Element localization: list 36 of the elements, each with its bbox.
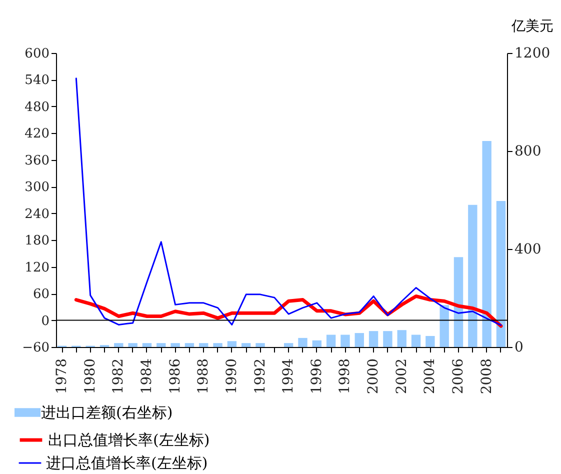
x-tick-label: 1986 <box>167 358 184 394</box>
x-tick-label: 1978 <box>54 358 70 394</box>
y-tick-label: 480 <box>24 100 50 115</box>
y-tick-label: 180 <box>24 234 50 249</box>
legend-label: 进口总值增长率(左坐标) <box>46 454 208 472</box>
y-tick-label: 600 <box>24 46 50 62</box>
x-tick-label: 1980 <box>82 358 98 394</box>
x-tick-label: 2008 <box>478 358 495 394</box>
x-tick-label: 1992 <box>252 358 268 394</box>
x-tick-label: 1998 <box>337 358 354 394</box>
y-tick-label: 420 <box>24 126 50 142</box>
y2-tick-label: 800 <box>514 144 542 160</box>
x-tick-label: 2002 <box>394 358 410 394</box>
x-tick-label: 1996 <box>308 358 325 394</box>
y-tick-label: 60 <box>32 287 50 302</box>
y2-tick-label: 400 <box>514 242 542 258</box>
x-tick-label: 1994 <box>280 358 297 394</box>
y-tick-label: 360 <box>24 153 50 168</box>
y-tick-label: 0 <box>41 314 50 329</box>
x-tick-label: 1984 <box>138 358 155 394</box>
x-tick-label: 1990 <box>224 358 240 394</box>
x-tick-label: 2004 <box>422 358 438 394</box>
y-tick-label: −60 <box>22 340 50 356</box>
y-tick-label: 240 <box>24 206 50 222</box>
y-tick-label: 300 <box>24 180 50 196</box>
y2-tick-label: 0 <box>514 340 524 356</box>
x-tick-label: 2006 <box>450 358 466 394</box>
x-tick-label: 1988 <box>196 358 212 394</box>
legend-label: 进出口差额(右坐标) <box>41 404 173 422</box>
legend-label: 出口总值增长率(左坐标) <box>48 431 210 449</box>
y-tick-label: 540 <box>24 73 50 88</box>
y2-axis-title: 亿美元 <box>510 18 554 34</box>
y-tick-label: 120 <box>24 260 50 276</box>
y2-tick-label: 1200 <box>514 46 550 62</box>
x-tick-label: 1982 <box>110 358 127 394</box>
x-tick-label: 2000 <box>366 358 382 394</box>
